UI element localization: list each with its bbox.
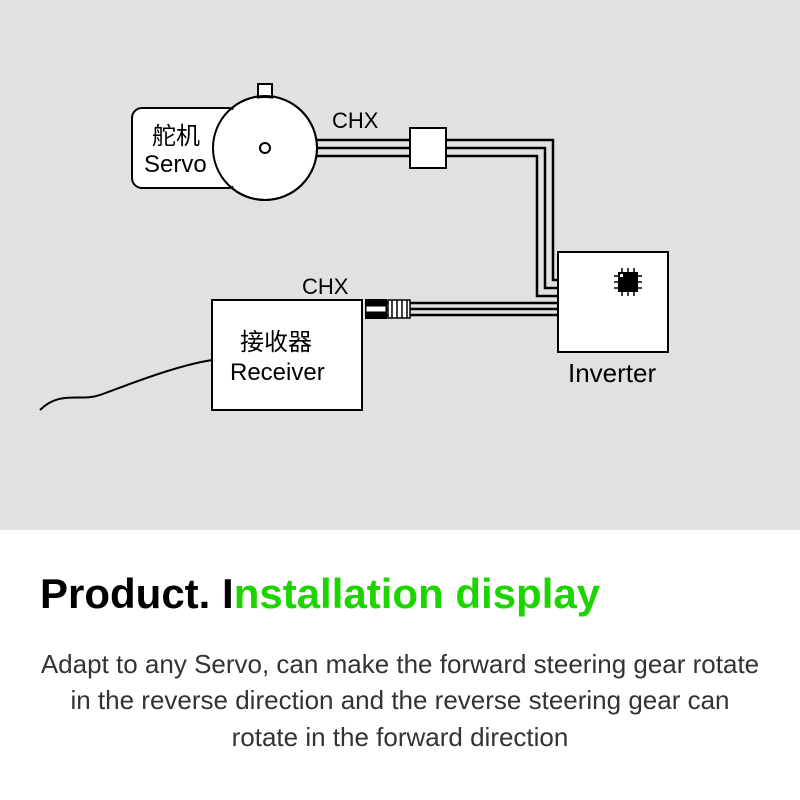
text-area: Product. Installation display Adapt to a… [0,530,800,800]
receiver-chx-label: CHX [302,274,349,299]
inverter-label: Inverter [568,358,656,388]
servo-chx-label: CHX [332,108,379,133]
receiver-antenna [40,360,212,410]
receiver-label-en: Receiver [230,359,325,386]
inverter-box [558,252,668,352]
wiring-diagram-svg: 舵机 Servo CHX 接收器 Receiver CHX [0,0,800,530]
servo-to-inv-wire-2 [446,148,558,288]
servo-to-inv-wire-1 [446,140,558,280]
receiver-plug-pin1 [366,300,386,306]
receiver-label-cn: 接收器 [240,329,312,356]
description-text: Adapt to any Servo, can make the forward… [40,646,760,755]
servo-to-inv-wire-3 [446,156,558,296]
title-green-part: nstallation display [234,570,600,617]
servo-connector [410,128,446,168]
title-black-part: Product. I [40,570,234,617]
page-title: Product. Installation display [40,570,760,618]
receiver-plug-pin3 [366,312,386,318]
servo-label-en: Servo [144,151,207,178]
diagram-area: 舵机 Servo CHX 接收器 Receiver CHX [0,0,800,530]
servo-label-cn: 舵机 [152,123,200,150]
